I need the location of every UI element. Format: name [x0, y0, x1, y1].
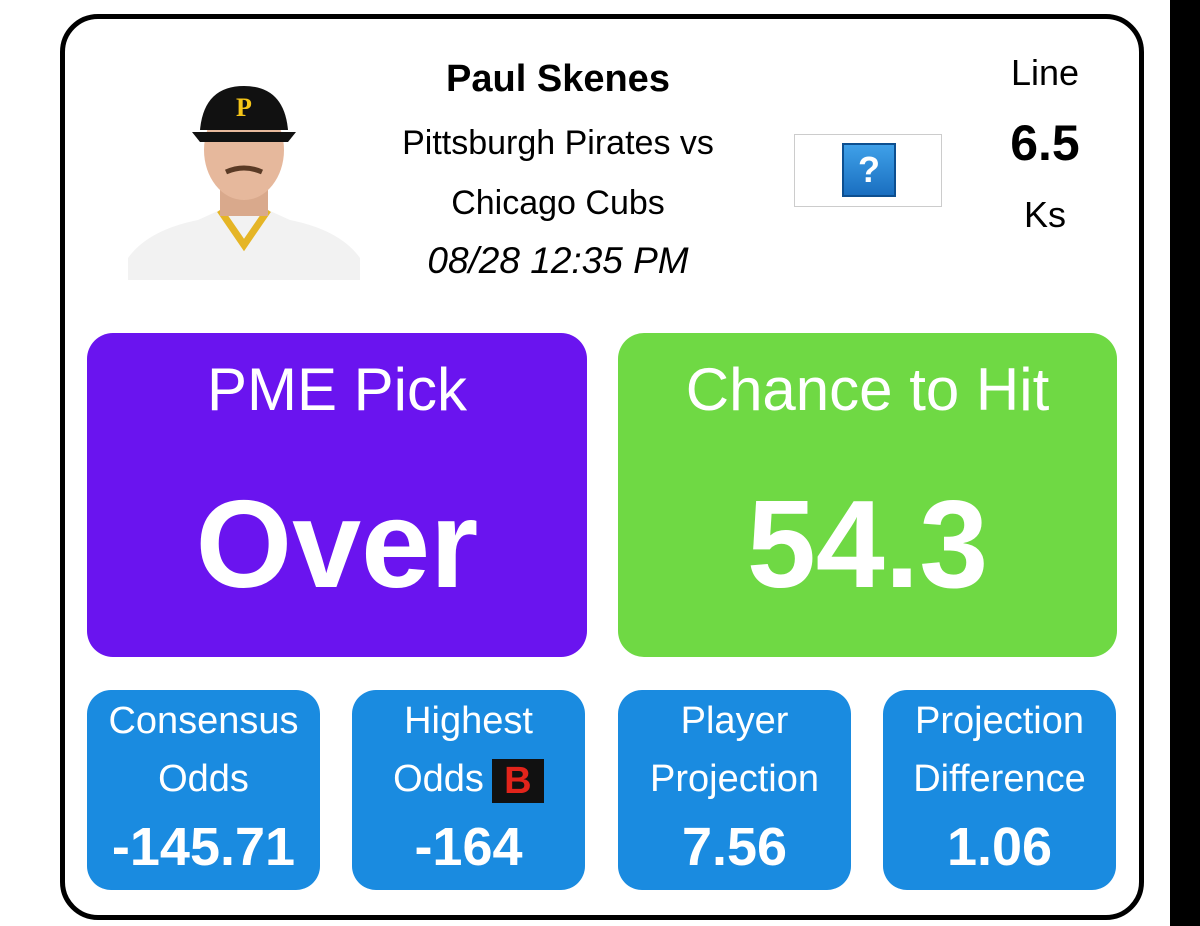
- stat-label-wrap: Difference: [883, 758, 1116, 801]
- pick-box: PME Pick Over: [87, 333, 587, 657]
- stat-value: -145.71: [111, 817, 296, 877]
- image-placeholder: [794, 134, 942, 207]
- stat-label: Odds: [158, 758, 249, 800]
- stat-box: Consensus Odds -145.71: [87, 690, 320, 890]
- stat-box: Player Projection 7.56: [618, 690, 851, 890]
- edge-strip: [1170, 0, 1200, 926]
- game-time: 08/28 12:35 PM: [427, 240, 689, 281]
- stat-label: Highest: [404, 700, 533, 742]
- stat-label: Projection: [915, 700, 1084, 742]
- chance-value: 54.3: [746, 476, 989, 614]
- player-name: Paul Skenes: [446, 58, 670, 100]
- line-unit: Ks: [1023, 194, 1066, 235]
- pick-label: PME Pick: [206, 356, 468, 423]
- stat-box: Highest Odds B -164: [352, 690, 585, 890]
- pick-value: Over: [195, 476, 479, 614]
- stat-label-wrap: Odds B: [352, 758, 585, 803]
- stat-label: Odds: [393, 758, 484, 800]
- stat-label-wrap: Projection: [618, 758, 851, 801]
- line-value: 6.5: [1010, 115, 1080, 171]
- stat-box: Projection Difference 1.06: [883, 690, 1116, 890]
- chance-label: Chance to Hit: [685, 356, 1050, 423]
- matchup: Chicago Cubs: [451, 184, 665, 222]
- stat-value: 1.06: [946, 817, 1053, 877]
- sportsbook-logo: B: [491, 758, 544, 803]
- missing-image-icon: ?: [842, 143, 896, 197]
- chance-box: Chance to Hit 54.3: [618, 333, 1117, 657]
- matchup: Pittsburgh Pirates vs: [402, 124, 714, 162]
- stat-value: -164: [414, 817, 523, 877]
- stat-label: Consensus: [108, 700, 299, 742]
- stat-label: Projection: [650, 758, 819, 800]
- line-label: Line: [1010, 52, 1080, 93]
- stat-value: 7.56: [681, 817, 788, 877]
- stat-label: Difference: [913, 758, 1086, 800]
- stat-label: Player: [680, 700, 789, 742]
- stat-label-wrap: Odds: [87, 758, 320, 801]
- svg-text:P: P: [236, 93, 252, 122]
- player-photo: P: [128, 86, 360, 280]
